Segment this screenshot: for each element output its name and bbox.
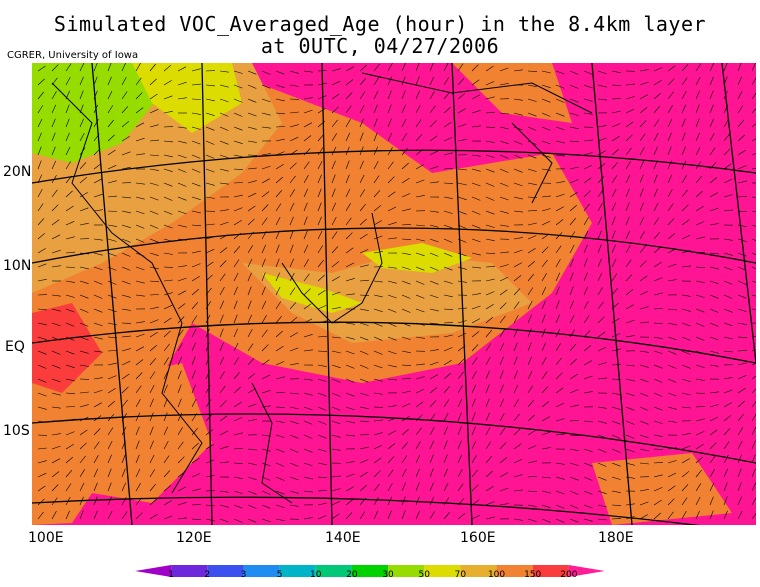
graticule (32, 63, 756, 525)
colorbar-swatch (351, 565, 389, 577)
colorbar-swatch (135, 565, 172, 577)
colorbar-label: 150 (524, 570, 542, 580)
colorbar-label: 30 (382, 570, 394, 580)
colorbar-swatch (496, 565, 533, 577)
lat-label-10s: 10S (3, 423, 30, 439)
lon-label-100e: 100E (28, 530, 64, 546)
colorbar-swatch (532, 565, 569, 577)
colorbar-label: 70 (454, 570, 467, 580)
lon-label-120e: 120E (176, 530, 212, 546)
colorbar (135, 565, 605, 577)
lat-label-10n: 10N (3, 258, 32, 274)
colorbar-label: 3 (240, 570, 247, 580)
map-title-line2: at 0UTC, 04/27/2006 (260, 34, 500, 58)
colorbar-label: 5 (276, 570, 283, 580)
colorbar-swatch (424, 565, 461, 577)
colorbar-label: 2 (204, 570, 211, 580)
map-title-line1: Simulated VOC_Averaged_Age (hour) in the… (53, 12, 707, 36)
wind-barbs (37, 63, 756, 523)
colorbar-label: 10 (310, 570, 322, 580)
colorbar-label: 1 (168, 570, 175, 580)
lon-label-180e: 180E (598, 530, 634, 546)
colorbar-swatch (207, 565, 244, 577)
credit-text: CGRER, University of Iowa (7, 50, 139, 61)
colorbar-swatch (279, 565, 316, 577)
lon-label-140e: 140E (325, 530, 361, 546)
colorbar-label: 20 (346, 570, 358, 580)
colorbar-label: 100 (487, 570, 506, 580)
colorbar-swatch (315, 565, 352, 577)
colorbar-swatch (460, 565, 497, 577)
lat-label-20n: 20N (3, 164, 32, 180)
colorbar-swatch (568, 565, 605, 577)
coastlines (51, 72, 593, 504)
colorbar-label: 200 (560, 570, 578, 580)
colorbar-swatch (243, 565, 280, 577)
map-panel (32, 63, 756, 525)
colorbar-swatch (388, 565, 425, 577)
colorbar-swatch (171, 565, 208, 577)
colorbar-label: 50 (418, 570, 430, 580)
lon-label-160e: 160E (460, 530, 496, 546)
lat-label-eq: EQ (5, 339, 25, 355)
